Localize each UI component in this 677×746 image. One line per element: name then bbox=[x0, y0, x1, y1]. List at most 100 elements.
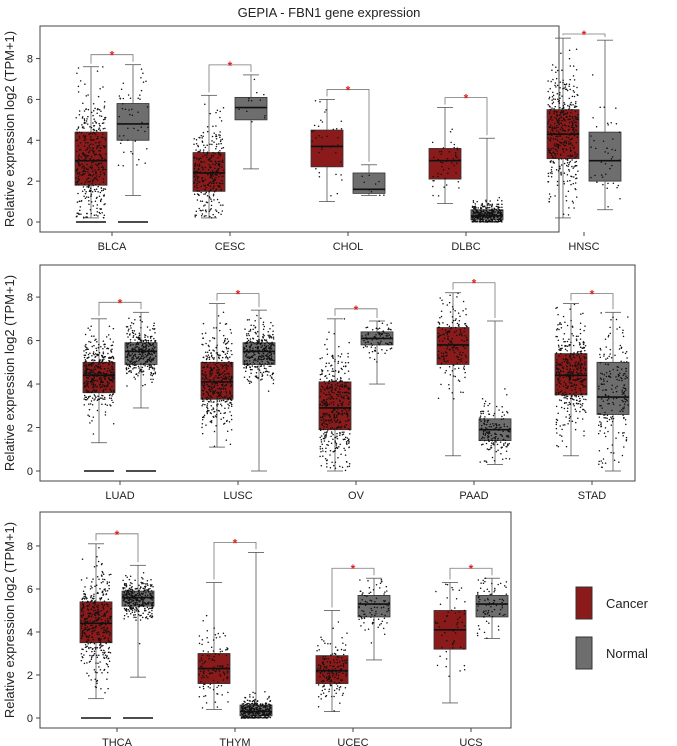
data-point bbox=[466, 325, 468, 328]
data-point bbox=[378, 343, 381, 346]
data-point bbox=[463, 368, 466, 371]
data-point bbox=[432, 179, 434, 182]
cancer-box-group bbox=[200, 303, 234, 448]
data-point bbox=[623, 373, 625, 375]
data-point bbox=[325, 362, 328, 364]
data-point bbox=[508, 430, 511, 433]
data-point bbox=[573, 91, 576, 93]
data-point bbox=[495, 450, 498, 453]
data-point bbox=[577, 170, 579, 172]
data-point bbox=[576, 118, 578, 121]
data-point bbox=[103, 385, 105, 388]
data-point bbox=[579, 328, 582, 331]
data-point bbox=[370, 346, 373, 348]
data-point bbox=[609, 373, 612, 375]
data-point bbox=[457, 367, 460, 370]
data-point bbox=[590, 176, 592, 179]
data-point bbox=[218, 387, 221, 390]
normal-box-group bbox=[470, 137, 504, 223]
data-point bbox=[102, 398, 104, 400]
data-point bbox=[575, 391, 577, 394]
data-point bbox=[607, 363, 609, 366]
data-point bbox=[98, 195, 101, 198]
data-point bbox=[573, 176, 575, 178]
data-point bbox=[208, 397, 210, 400]
data-point bbox=[563, 360, 566, 363]
data-point bbox=[599, 404, 601, 407]
data-point bbox=[621, 389, 623, 392]
data-point bbox=[132, 356, 134, 358]
data-point bbox=[194, 173, 196, 176]
significance-bracket bbox=[326, 89, 370, 162]
data-point bbox=[569, 147, 572, 149]
data-point bbox=[574, 379, 577, 382]
data-point bbox=[501, 411, 504, 414]
data-point bbox=[570, 319, 572, 322]
data-point bbox=[437, 175, 439, 178]
data-point bbox=[204, 166, 207, 169]
cancer-box-group bbox=[82, 318, 116, 472]
data-point bbox=[90, 136, 92, 138]
data-point bbox=[89, 208, 92, 211]
data-point bbox=[222, 381, 224, 384]
data-point bbox=[616, 378, 618, 381]
data-point bbox=[218, 372, 220, 375]
data-point bbox=[371, 329, 374, 331]
data-point bbox=[553, 112, 555, 115]
data-point bbox=[83, 127, 85, 129]
data-point bbox=[249, 349, 251, 351]
data-point bbox=[77, 145, 80, 147]
data-point bbox=[611, 384, 613, 386]
data-point bbox=[84, 374, 86, 376]
data-point bbox=[323, 403, 326, 406]
data-point bbox=[547, 147, 550, 150]
significance-bracket bbox=[216, 293, 260, 308]
data-point bbox=[152, 327, 154, 330]
data-point bbox=[479, 461, 481, 463]
data-point bbox=[131, 329, 134, 332]
data-point bbox=[472, 210, 475, 213]
data-point bbox=[570, 143, 572, 145]
data-point bbox=[229, 379, 232, 381]
data-point bbox=[507, 430, 509, 432]
data-point bbox=[103, 368, 106, 370]
data-point bbox=[347, 381, 349, 383]
data-point bbox=[557, 324, 559, 326]
data-point bbox=[200, 215, 203, 217]
data-point bbox=[437, 350, 440, 353]
data-point bbox=[330, 390, 332, 392]
data-point bbox=[576, 116, 579, 119]
data-point bbox=[229, 328, 232, 331]
data-point bbox=[440, 315, 443, 318]
data-point bbox=[270, 342, 272, 345]
data-point bbox=[607, 336, 610, 338]
data-point bbox=[465, 336, 468, 339]
data-point bbox=[95, 122, 98, 124]
data-point bbox=[446, 304, 449, 306]
data-point bbox=[484, 416, 486, 418]
data-point bbox=[225, 366, 227, 369]
data-point bbox=[254, 375, 257, 378]
data-point bbox=[87, 353, 90, 356]
data-point bbox=[339, 413, 341, 415]
data-point bbox=[568, 170, 571, 172]
data-point bbox=[601, 407, 603, 409]
normal-points bbox=[361, 320, 393, 363]
data-point bbox=[573, 405, 575, 407]
data-point bbox=[446, 157, 449, 160]
data-point bbox=[489, 204, 492, 206]
data-point bbox=[370, 190, 373, 193]
data-point bbox=[574, 428, 577, 431]
data-point bbox=[325, 365, 327, 368]
data-point bbox=[206, 152, 209, 155]
data-point bbox=[90, 325, 92, 328]
data-point bbox=[494, 440, 496, 442]
data-point bbox=[335, 444, 338, 446]
data-point bbox=[256, 331, 259, 333]
data-point bbox=[86, 216, 88, 218]
data-point bbox=[572, 379, 575, 381]
data-point bbox=[572, 89, 575, 92]
data-point bbox=[102, 178, 105, 180]
data-point bbox=[482, 213, 484, 215]
data-point bbox=[507, 435, 509, 438]
